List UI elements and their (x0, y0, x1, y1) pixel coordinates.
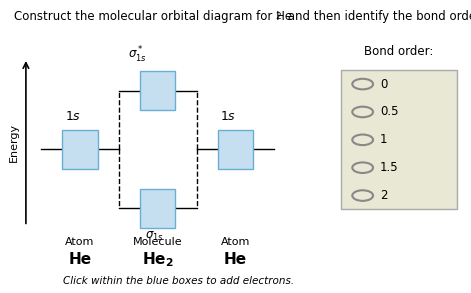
FancyBboxPatch shape (218, 130, 253, 169)
FancyBboxPatch shape (140, 71, 176, 110)
FancyBboxPatch shape (62, 130, 98, 169)
Text: 1: 1 (380, 133, 388, 146)
Text: $\sigma^*_{1s}$: $\sigma^*_{1s}$ (129, 45, 147, 65)
Text: 2: 2 (276, 12, 281, 21)
Text: $\mathbf{He_2}$: $\mathbf{He_2}$ (142, 251, 174, 269)
Text: $1s$: $1s$ (220, 110, 236, 123)
Text: He: He (224, 253, 247, 268)
Text: Energy: Energy (9, 123, 19, 162)
Text: and then identify the bond order.: and then identify the bond order. (284, 10, 471, 23)
Text: $\sigma_{1s}$: $\sigma_{1s}$ (145, 230, 163, 243)
Text: 0: 0 (380, 78, 388, 91)
Text: He: He (68, 253, 92, 268)
Text: Molecule: Molecule (133, 237, 183, 247)
FancyBboxPatch shape (341, 70, 457, 209)
Text: $1s$: $1s$ (65, 110, 81, 123)
Text: 0.5: 0.5 (380, 105, 398, 118)
Text: 1.5: 1.5 (380, 161, 399, 174)
Text: Atom: Atom (221, 237, 250, 247)
Text: 2: 2 (380, 189, 388, 202)
Text: Construct the molecular orbital diagram for He: Construct the molecular orbital diagram … (14, 10, 292, 23)
Text: Bond order:: Bond order: (365, 45, 434, 58)
FancyBboxPatch shape (140, 189, 176, 228)
Text: Atom: Atom (65, 237, 95, 247)
Text: Click within the blue boxes to add electrons.: Click within the blue boxes to add elect… (64, 276, 294, 286)
